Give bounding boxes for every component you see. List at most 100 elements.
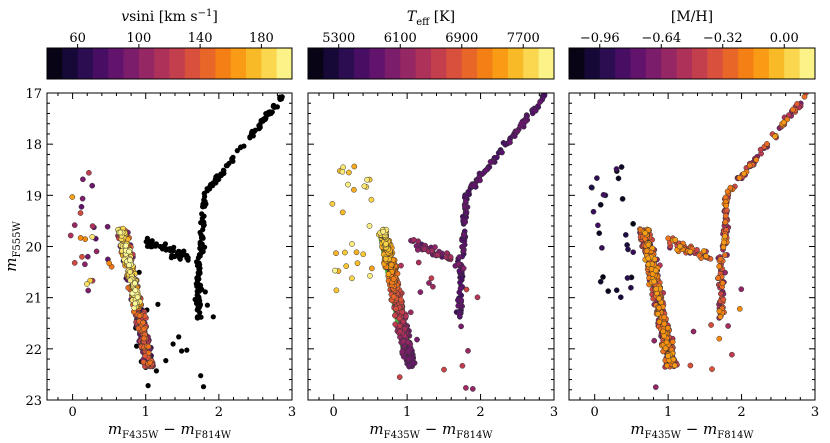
data-point [594, 175, 600, 181]
data-point [441, 366, 447, 373]
data-point [518, 120, 525, 127]
label-part: [K] [429, 9, 455, 25]
data-point [71, 222, 78, 228]
data-point [617, 294, 624, 301]
data-point [456, 254, 463, 260]
data-point [339, 168, 346, 175]
data-point [514, 128, 521, 135]
panel-right: −0.96 −0.64 −0.32 0.00 [M/H] 0 1 2 3 mF435W − mF8… [568, 9, 819, 441]
data-point [127, 277, 134, 284]
data-point [390, 293, 397, 300]
data-point [329, 200, 336, 207]
data-point [652, 267, 659, 274]
colorbar-bin [507, 48, 524, 79]
data-point [723, 202, 730, 209]
data-point [205, 186, 211, 192]
data-point [223, 163, 229, 169]
colorbar-bin [599, 48, 616, 79]
data-point [67, 232, 74, 239]
colorbar-bin [308, 48, 324, 79]
colorbar-bin [477, 48, 493, 79]
data-point [729, 351, 735, 358]
data-point [696, 252, 703, 259]
data-point [140, 319, 146, 326]
data-point [366, 223, 373, 229]
data-point [717, 313, 724, 320]
data-point [625, 246, 631, 253]
x-tick-label: 2 [476, 405, 484, 420]
data-point [597, 278, 604, 285]
label-part: sini [km s [129, 9, 197, 25]
data-point [132, 300, 139, 307]
colorbar-frame [568, 47, 816, 80]
label-part: m [108, 420, 122, 438]
data-point [794, 101, 800, 107]
data-point [79, 253, 85, 260]
colorbar-bin [446, 48, 463, 79]
data-point [722, 212, 729, 219]
data-point [144, 235, 150, 241]
label-part: − m [681, 420, 717, 438]
colorbar-tick-label: 0.00 [770, 31, 799, 46]
label-part: T [407, 9, 418, 25]
data-point [716, 335, 723, 342]
data-point [665, 353, 671, 359]
data-point [87, 277, 94, 284]
data-point [89, 223, 96, 229]
data-point [351, 163, 358, 170]
data-point [651, 256, 658, 263]
data-point [430, 283, 436, 290]
data-point [801, 93, 808, 100]
y-tick-label: 23 [25, 394, 42, 409]
data-point [404, 339, 411, 346]
data-point [588, 184, 595, 191]
data-point [249, 129, 255, 135]
data-point [201, 190, 207, 197]
data-point [708, 322, 714, 328]
colorbar-tick-label: 180 [249, 31, 274, 46]
data-point [407, 309, 414, 316]
colorbar-bin [261, 48, 278, 79]
data-point [457, 279, 463, 286]
data-point [661, 321, 668, 327]
data-point [410, 237, 417, 243]
data-point [333, 287, 340, 294]
colorbar-bin [415, 48, 432, 79]
data-point [652, 384, 659, 390]
data-point [669, 339, 676, 345]
data-point [196, 270, 202, 276]
data-point [135, 325, 142, 332]
data-point [141, 335, 147, 342]
data-point [354, 260, 361, 267]
data-point [701, 248, 707, 254]
label-part: eff [416, 17, 430, 28]
data-point [660, 328, 667, 335]
scatter-points [67, 94, 285, 390]
data-point [507, 139, 513, 146]
data-point [772, 133, 778, 140]
data-point [89, 182, 96, 189]
data-point [405, 348, 412, 355]
data-point [720, 296, 727, 303]
colorbar-bin [492, 48, 509, 79]
data-point [722, 252, 728, 258]
data-point [147, 359, 153, 366]
data-point [80, 176, 86, 183]
colorbar-bin [354, 48, 370, 79]
data-point [390, 276, 397, 282]
x-tick-label: 3 [288, 405, 296, 420]
x-tick-label: 0 [68, 405, 76, 420]
data-point [651, 278, 658, 285]
colorbar-bin [77, 48, 94, 79]
data-point [342, 249, 348, 256]
data-point [200, 384, 207, 390]
colorbar-label: [M/H] [671, 9, 713, 25]
label-part: m [630, 420, 644, 438]
data-point [163, 247, 169, 253]
data-point [656, 318, 663, 325]
data-point [741, 170, 747, 177]
data-point [196, 266, 202, 272]
colorbar-bin [799, 48, 816, 79]
colorbar-bin [47, 48, 63, 79]
